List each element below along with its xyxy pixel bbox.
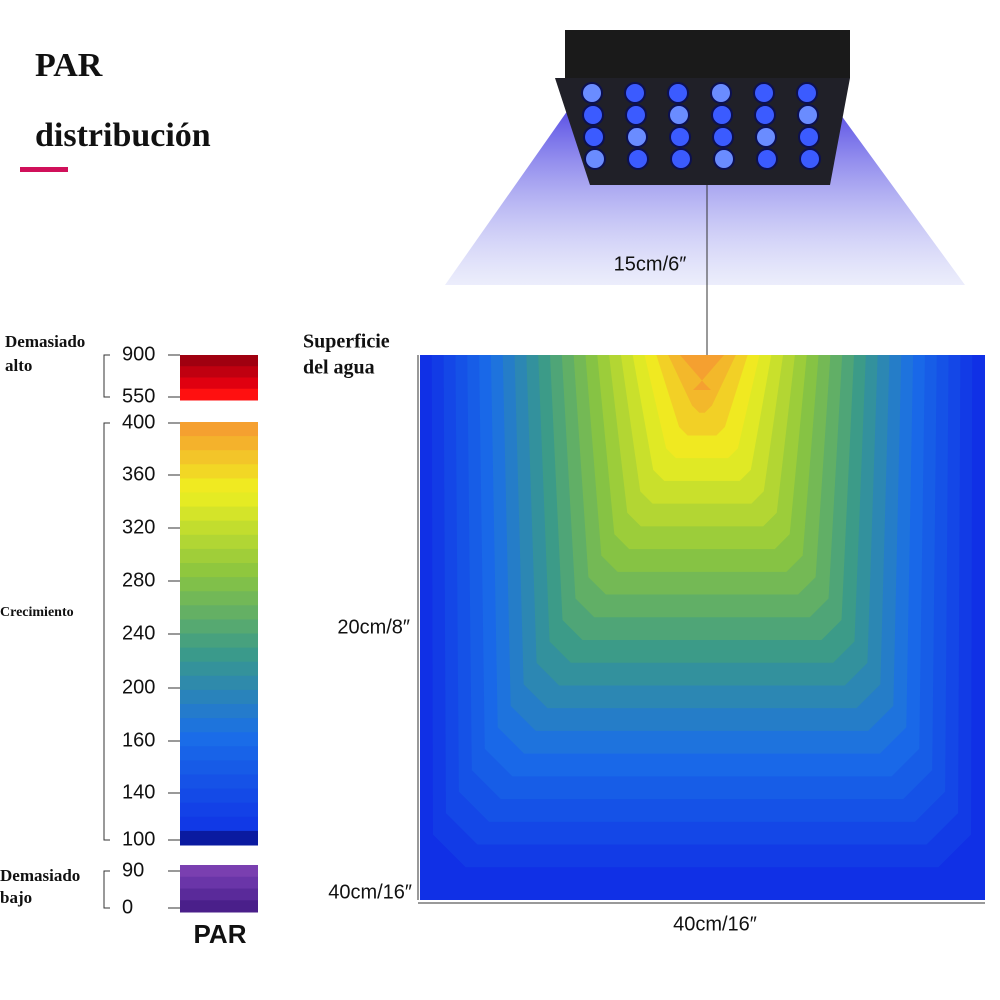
scale-tick-label: 140 (122, 781, 155, 803)
scale-tick-label: 550 (122, 385, 155, 407)
scale-band (180, 619, 258, 634)
scale-band (180, 689, 258, 705)
led (798, 126, 820, 148)
scale-band (180, 377, 258, 390)
scale-tick-label: 900 (122, 343, 155, 365)
scale-band (180, 876, 258, 889)
scale-band (180, 591, 258, 606)
led (710, 82, 732, 104)
led (712, 126, 734, 148)
lamp-heatsink (565, 30, 850, 78)
scale-band (180, 661, 258, 677)
scale-band (180, 888, 258, 901)
scale-group-label: alto (5, 356, 32, 375)
par-scale: 900550Demasiadoalto400360320280240200160… (0, 332, 258, 918)
scale-band (180, 647, 258, 663)
scale-band (180, 605, 258, 620)
scale-band (180, 865, 258, 878)
surface-label: Superficie (303, 331, 390, 353)
scale-tick-label: 160 (122, 729, 155, 751)
scale-tick-label: 100 (122, 828, 155, 850)
scale-band (180, 450, 258, 465)
scale-band (180, 760, 258, 775)
title-underline (20, 167, 68, 172)
scale-band (180, 478, 258, 493)
led (624, 82, 646, 104)
scale-band (180, 746, 258, 761)
led-array (581, 82, 821, 170)
led (711, 104, 733, 126)
scale-band (180, 464, 258, 479)
scale-group-label: Demasiado (0, 866, 80, 885)
scale-band (180, 563, 258, 578)
led (581, 82, 603, 104)
scale-bracket (103, 422, 110, 841)
led (799, 148, 821, 170)
led (625, 104, 647, 126)
scale-tick-label: 360 (122, 463, 155, 485)
led (668, 104, 690, 126)
scale-group-label: Demasiado (5, 332, 85, 351)
led (796, 82, 818, 104)
scale-band (180, 788, 258, 804)
led (756, 148, 778, 170)
scale-band (180, 774, 258, 790)
led (755, 126, 777, 148)
scale-band (180, 422, 258, 437)
scale-tick-label: 0 (122, 896, 133, 918)
scale-tick-label: 320 (122, 516, 155, 538)
scale-band (180, 388, 258, 401)
lamp-distance: 15cm/6″ (614, 253, 687, 275)
scale-band (180, 436, 258, 451)
par-map (420, 355, 985, 900)
scale-band (180, 534, 258, 550)
title-line: distribución (35, 117, 211, 154)
led (582, 104, 604, 126)
scale-band (180, 830, 258, 846)
scale-tick-label: 400 (122, 411, 155, 433)
scale-caption: PAR (194, 919, 247, 949)
scale-bracket (103, 354, 110, 398)
scale-band (180, 548, 258, 564)
led (626, 126, 648, 148)
scale-tick-label: 200 (122, 676, 155, 698)
scale-band (180, 718, 258, 733)
led (754, 104, 776, 126)
scale-band (180, 506, 258, 522)
scale-band (180, 732, 258, 747)
led (583, 126, 605, 148)
scale-band (180, 816, 258, 832)
scale-tick-label: 240 (122, 622, 155, 644)
surface-label: del agua (303, 357, 375, 379)
scale-band (180, 633, 258, 649)
led (669, 126, 691, 148)
scale-band (180, 492, 258, 508)
width-label: 40cm/16″ (673, 913, 757, 935)
led (627, 148, 649, 170)
scale-band (180, 355, 258, 367)
scale-band (180, 900, 258, 913)
par-contour (680, 355, 724, 390)
scale-band (180, 577, 258, 592)
scale-band (180, 802, 258, 818)
led (713, 148, 735, 170)
scale-band (180, 366, 258, 378)
scale-tick-label: 90 (122, 859, 144, 881)
led (670, 148, 692, 170)
led (667, 82, 689, 104)
scale-group-label: Crecimiento (0, 605, 74, 620)
led (797, 104, 819, 126)
title-line: PAR (35, 47, 103, 84)
led (584, 148, 606, 170)
scale-tick-label: 280 (122, 569, 155, 591)
led (753, 82, 775, 104)
scale-group-label: bajo (0, 888, 32, 907)
scale-bracket (103, 870, 110, 909)
depth-label: 40cm/16″ (328, 881, 412, 903)
scale-band (180, 675, 258, 691)
scale-band (180, 520, 258, 536)
scale-band (180, 704, 258, 719)
mid-depth-label: 20cm/8″ (337, 616, 410, 638)
